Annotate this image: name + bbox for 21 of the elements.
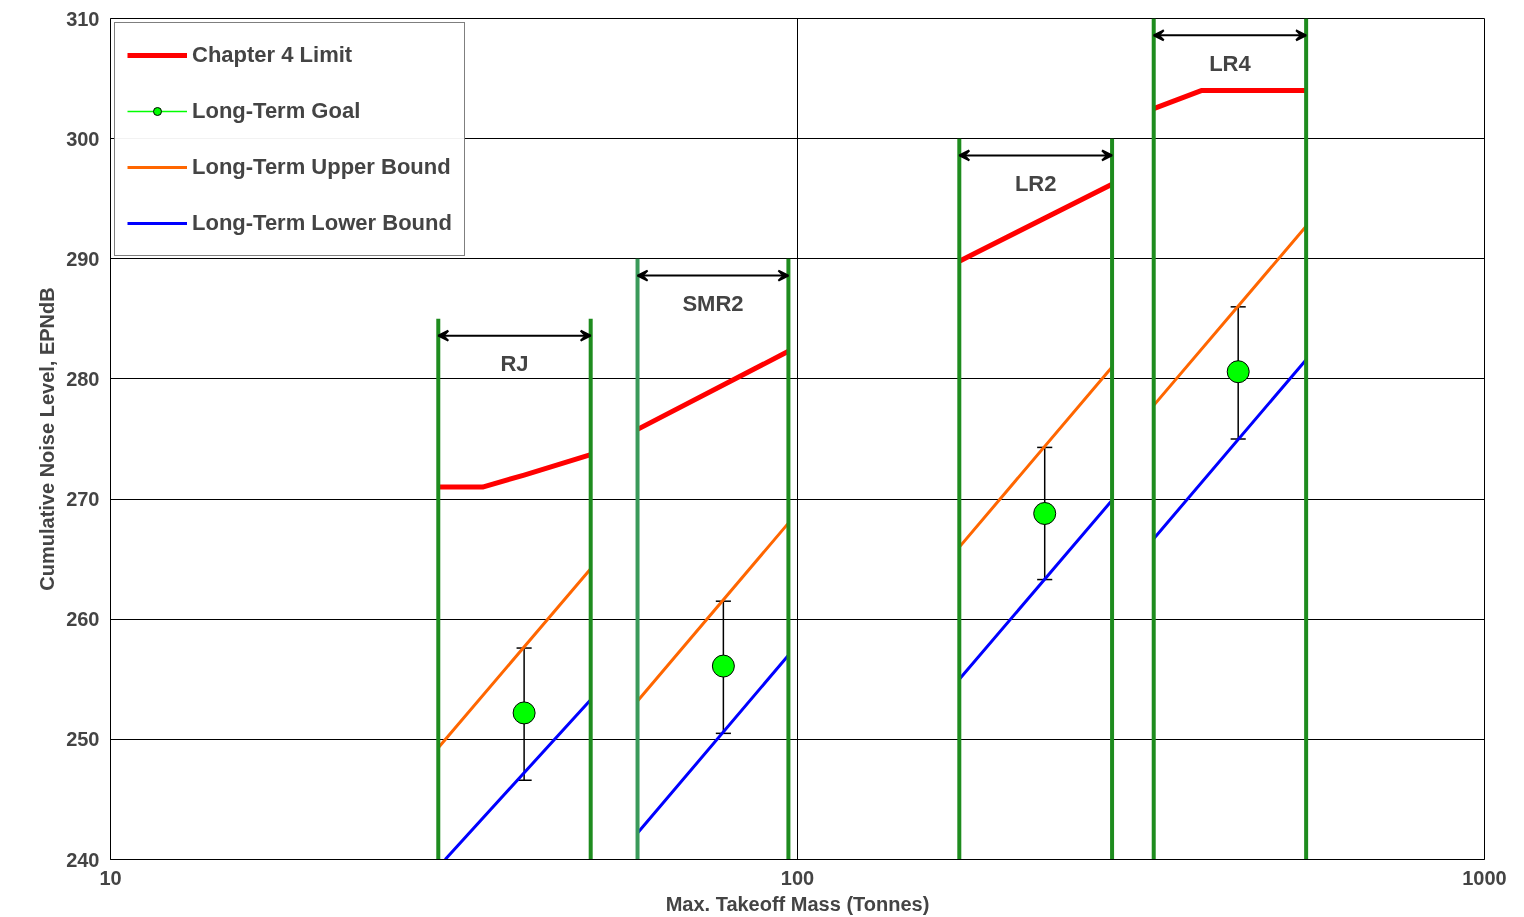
y-axis-title: Cumulative Noise Level, EPNdB [36, 287, 59, 591]
annotation: RJ [500, 351, 529, 377]
x-tick-label: 10 [99, 866, 122, 889]
y-tick-label: 280 [66, 367, 100, 390]
legend-label: Long-Term Upper Bound [192, 153, 451, 181]
y-tick-label: 290 [66, 247, 100, 270]
annotation: LR4 [1209, 50, 1252, 76]
y-tick-label: 300 [66, 127, 100, 150]
y-tick-label: 270 [66, 488, 100, 511]
x-axis-title: Max. Takeoff Mass (Tonnes) [665, 892, 930, 915]
legend-label: Chapter 4 Limit [192, 41, 353, 69]
y-tick-label: 310 [66, 7, 100, 30]
x-tick-label: 1000 [1462, 866, 1507, 889]
y-tick-label: 250 [66, 728, 100, 751]
y-tick-label: 240 [66, 848, 100, 871]
legend-label: Long-Term Lower Bound [192, 209, 452, 237]
legend-label: Long-Term Goal [192, 97, 361, 125]
x-tick-label: 100 [780, 866, 815, 889]
annotation: SMR2 [682, 291, 744, 317]
annotation: LR2 [1014, 170, 1057, 196]
y-tick-label: 260 [66, 608, 100, 631]
